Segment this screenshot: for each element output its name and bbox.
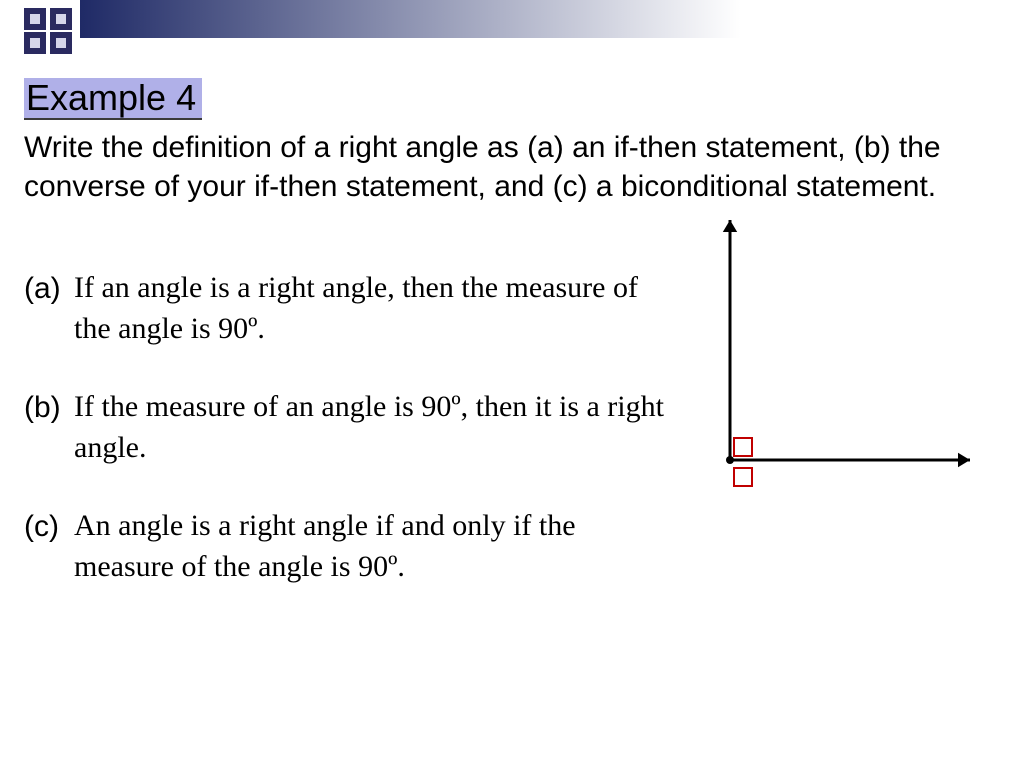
bullet-square-icon [24,32,46,54]
bullet-square-icon [50,32,72,54]
prompt-text: Write the definition of a right angle as… [24,128,984,206]
bullet-square-icon [24,8,46,30]
answer-body: If an angle is a right angle, then the m… [74,268,664,349]
title-text: Example 4 [24,78,202,120]
top-gradient-bar [80,0,1024,38]
answer-row-b: (b) If the measure of an angle is 90º, t… [24,387,664,468]
answer-c-iff: if and only if [368,509,539,542]
answer-c-prefix: An angle is a right angle [74,509,368,542]
answer-label: (c) [24,506,74,544]
answers-block: (a) If an angle is a right angle, then t… [24,268,664,625]
answer-body: An angle is a right angle if and only if… [74,506,664,587]
answer-row-c: (c) An angle is a right angle if and onl… [24,506,664,587]
bullet-square-icon [50,8,72,30]
right-angle-diagram [700,210,980,510]
answer-body: If the measure of an angle is 90º, then … [74,387,664,468]
answer-label: (a) [24,268,74,306]
answer-row-a: (a) If an angle is a right angle, then t… [24,268,664,349]
slide-top-bar [0,0,1024,58]
example-title: Example 4 [24,78,202,120]
answer-label: (b) [24,387,74,425]
